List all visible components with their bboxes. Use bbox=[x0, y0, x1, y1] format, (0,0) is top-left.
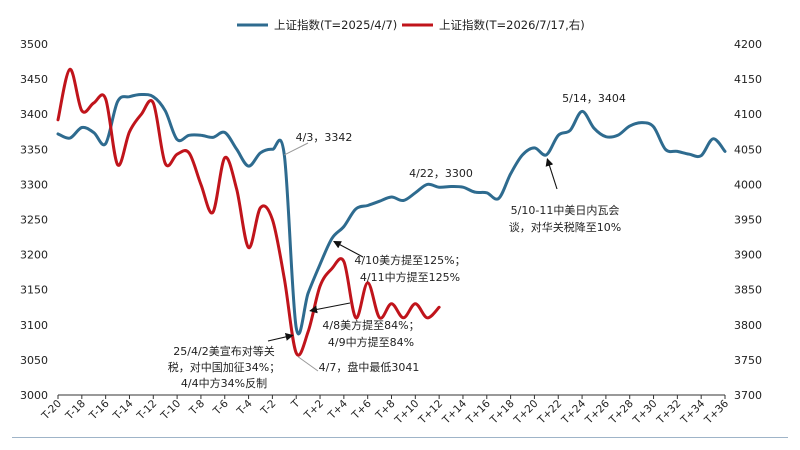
annotation-text: 4/8美方提至84%； bbox=[322, 318, 419, 332]
x-tick-label: T-8 bbox=[187, 398, 207, 418]
x-tick-label: T+32 bbox=[654, 398, 683, 427]
annotations: 4/3，3342 4/22，3300 5/14，3404 5/10-11中美日内瓦会谈… bbox=[168, 92, 626, 390]
annotation-text: 4/4中方34%反制 bbox=[181, 376, 267, 390]
x-tick-label: T+34 bbox=[678, 397, 708, 427]
left-y-tick-label: 3300 bbox=[20, 178, 48, 191]
annotation-arrow bbox=[267, 333, 294, 342]
right-y-tick-label: 4200 bbox=[734, 38, 762, 51]
right-y-tick-label: 4150 bbox=[734, 73, 762, 86]
right-y-tick-label: 3800 bbox=[734, 319, 762, 332]
x-tick-label: T bbox=[289, 397, 303, 411]
x-tick-label: T-12 bbox=[134, 398, 159, 423]
x-tick-label: T+20 bbox=[511, 398, 540, 427]
left-y-tick-label: 3250 bbox=[20, 214, 48, 227]
left-y-tick-label: 3450 bbox=[20, 73, 48, 86]
right-y-tick-label: 4000 bbox=[734, 178, 762, 191]
right-y-tick-label: 3700 bbox=[734, 389, 762, 402]
x-tick-label: T+28 bbox=[606, 398, 635, 427]
x-tick-label: T+36 bbox=[702, 397, 732, 427]
x-tick-label: T-6 bbox=[210, 397, 231, 418]
x-tick-label: T+2 bbox=[301, 398, 326, 423]
x-tick-label: T-14 bbox=[110, 397, 135, 422]
x-tick-label: T+4 bbox=[325, 397, 350, 422]
annotation-text: 4/9中方提至84% bbox=[328, 335, 414, 349]
legend: 上证指数(T=2025/4/7) 上证指数(T=2026/7/17,右) bbox=[237, 18, 585, 32]
bottom-rule bbox=[12, 437, 788, 438]
legend-label-blue: 上证指数(T=2025/4/7) bbox=[274, 18, 397, 32]
x-tick-label: T-16 bbox=[87, 397, 112, 422]
annotation-arrow bbox=[545, 157, 558, 190]
x-tick-label: T+6 bbox=[349, 397, 374, 422]
right-y-tick-label: 4050 bbox=[734, 143, 762, 156]
left-y-tick-label: 3500 bbox=[20, 38, 48, 51]
annotation-text: 4/7，盘中最低3041 bbox=[319, 360, 420, 374]
annotation-text: 5/10-11中美日内瓦会 bbox=[511, 203, 620, 217]
x-tick-label: T+16 bbox=[464, 397, 494, 427]
right-y-tick-label: 3750 bbox=[734, 354, 762, 367]
right-y-tick-label: 3900 bbox=[734, 249, 762, 262]
left-y-tick-label: 3000 bbox=[20, 389, 48, 402]
x-tick-label: T-4 bbox=[234, 397, 255, 418]
annotation-text: 税，对中国加征34%； bbox=[168, 360, 280, 374]
x-tick-label: T+24 bbox=[559, 397, 589, 427]
annotation-text: 4/22，3300 bbox=[409, 167, 473, 180]
x-tick-label: T+14 bbox=[440, 397, 470, 427]
x-tick-label: T-18 bbox=[63, 398, 88, 423]
left-y-tick-label: 3050 bbox=[20, 354, 48, 367]
annotation-text: 4/3，3342 bbox=[296, 131, 353, 144]
right-y-tick-label: 4100 bbox=[734, 108, 762, 121]
annotation-text: 5/14，3404 bbox=[562, 92, 626, 105]
series-line-blue bbox=[56, 92, 727, 336]
x-tick-label: T-2 bbox=[258, 398, 278, 418]
x-tick-label: T-10 bbox=[158, 398, 183, 423]
legend-label-red: 上证指数(T=2026/7/17,右) bbox=[439, 18, 585, 32]
left-y-tick-label: 3200 bbox=[20, 249, 48, 262]
annotation-text: 4/11中方提至125% bbox=[360, 270, 460, 284]
annotation-text: 4/10美方提至125%； bbox=[354, 253, 465, 267]
annotation-leader-line bbox=[297, 356, 319, 372]
x-tick-label: T+26 bbox=[583, 397, 613, 427]
annotation-arrow bbox=[309, 302, 351, 314]
annotation-leader-line bbox=[284, 142, 309, 156]
series-lines bbox=[56, 67, 727, 357]
left-y-tick-label: 3350 bbox=[20, 143, 48, 156]
annotation-text: 25/4/2美宣布对等关 bbox=[173, 344, 274, 358]
series-line-red bbox=[56, 67, 441, 357]
x-tick-label: T+22 bbox=[535, 398, 564, 427]
annotation-text: 谈，对华关税降至10% bbox=[509, 220, 621, 234]
x-tick-label: T+12 bbox=[416, 398, 445, 427]
left-y-tick-label: 3150 bbox=[20, 284, 48, 297]
left-y-tick-label: 3100 bbox=[20, 319, 48, 332]
x-tick-label: T+18 bbox=[487, 398, 516, 427]
x-tick-label: T+10 bbox=[392, 398, 421, 427]
left-y-tick-label: 3400 bbox=[20, 108, 48, 121]
x-tick-label: T+30 bbox=[630, 398, 659, 427]
annotation-arrow bbox=[333, 240, 364, 258]
right-y-tick-label: 3850 bbox=[734, 284, 762, 297]
right-y-tick-label: 3950 bbox=[734, 214, 762, 227]
